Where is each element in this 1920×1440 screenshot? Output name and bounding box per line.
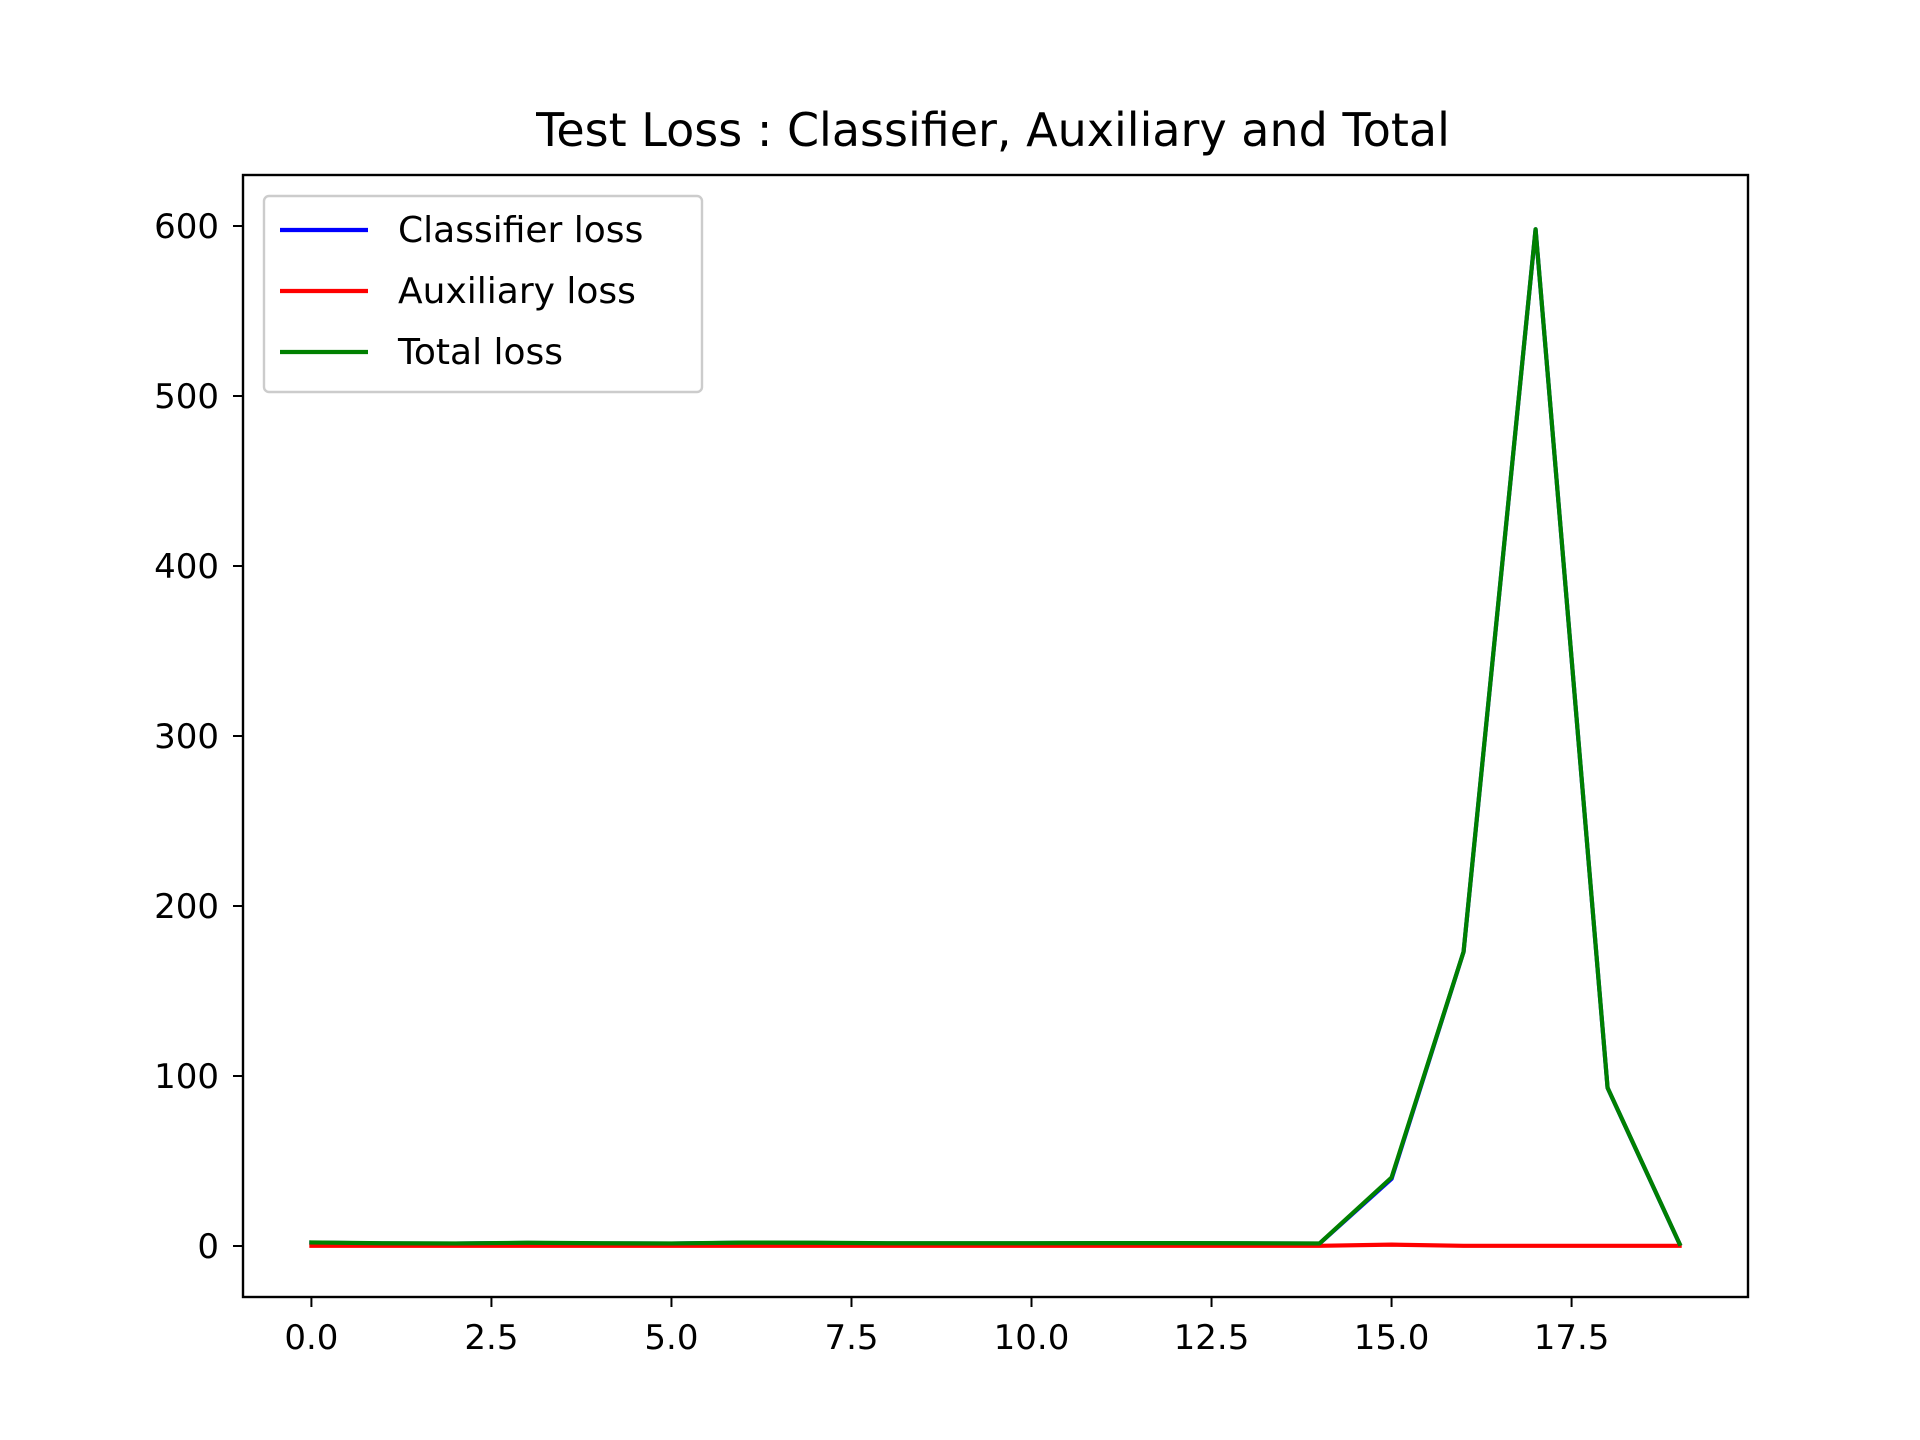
legend-box: [262, 194, 704, 394]
y-tick-label: 200: [154, 887, 219, 927]
x-tick-label: 17.5: [1534, 1318, 1610, 1358]
legend-label: Total loss: [397, 332, 563, 373]
y-tick-label: 600: [154, 207, 219, 247]
series-line-auxiliary-loss: [309, 1242, 1682, 1248]
y-tick-label: 300: [154, 717, 219, 757]
x-tick-label: 2.5: [464, 1318, 518, 1358]
series-line-total-loss: [309, 227, 1683, 1247]
x-tick-label: 15.0: [1354, 1318, 1430, 1358]
x-tick-label: 10.0: [994, 1318, 1070, 1358]
chart-title: Test Loss : Classifier, Auxiliary and To…: [535, 103, 1450, 157]
series-layer: [309, 227, 1683, 1248]
x-axis-ticks: 0.0 2.5 5.0 7.5 10.0 12.5 15.0 17.5: [284, 1297, 1609, 1358]
plot-area-frame: [241, 173, 1750, 1299]
y-tick-label: 100: [154, 1057, 219, 1097]
x-tick-label: 5.0: [644, 1318, 698, 1358]
x-tick-label: 7.5: [824, 1318, 878, 1358]
y-tick-label: 500: [154, 377, 219, 417]
y-tick-label: 0: [197, 1227, 219, 1267]
legend-label: Classifier loss: [398, 210, 643, 251]
legend: Classifier loss Auxiliary loss Total loss: [262, 194, 704, 394]
legend-label: Auxiliary loss: [398, 271, 636, 312]
x-tick-label: 0.0: [284, 1318, 338, 1358]
y-tick-label: 400: [154, 547, 219, 587]
y-axis-ticks: 0 100 200 300 400 500 600: [154, 207, 243, 1267]
x-tick-label: 12.5: [1174, 1318, 1250, 1358]
